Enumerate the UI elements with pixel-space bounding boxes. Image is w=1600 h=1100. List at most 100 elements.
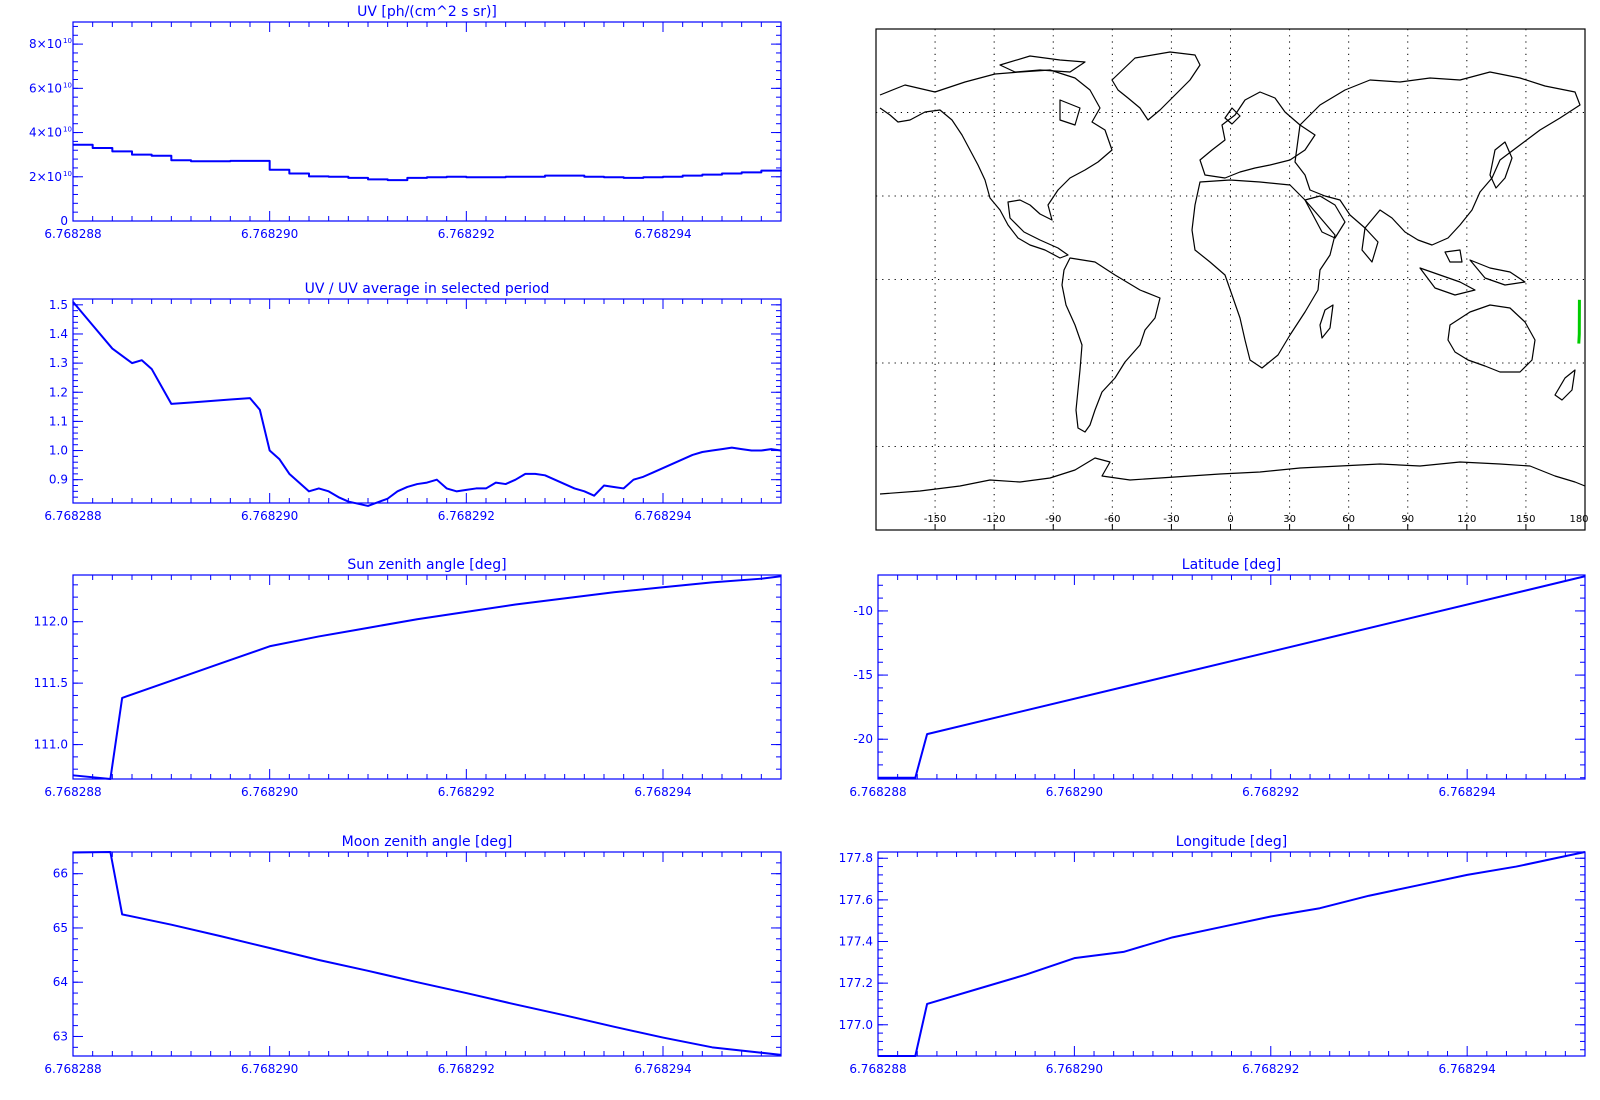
series-line [72, 575, 782, 780]
y-tick-exponent: 10 [63, 170, 72, 178]
asia-coast [1294, 71, 1581, 246]
x-tick-label: 6.768292 [438, 227, 495, 241]
x-tick-label: 6.768288 [44, 509, 101, 523]
y-tick-label: 63 [53, 1029, 68, 1043]
y-tick-label: -10 [853, 604, 873, 618]
x-tick-label: 6.768290 [241, 1062, 298, 1076]
map-grid [876, 29, 1585, 530]
y-tick-label: 111.0 [34, 738, 68, 752]
chart-title: UV / UV average in selected period [305, 281, 550, 297]
chart-title: Sun zenith angle [deg] [347, 557, 506, 573]
plot-frame [877, 574, 1586, 780]
series-line [878, 575, 1586, 779]
y-tick-label: 177.0 [839, 1018, 873, 1032]
y-tick-label: 4×10 [29, 126, 62, 140]
x-tick-label: 6.768288 [849, 785, 906, 799]
map-coastlines [879, 51, 1586, 495]
chart-panel-2: UV / UV average in selected period 6.7682… [44, 281, 782, 523]
lon-tick-label: -120 [983, 514, 1006, 525]
y-tick-label: 1.3 [49, 356, 68, 370]
y-tick-label: 66 [53, 867, 68, 881]
x-tick-label: 6.768290 [241, 227, 298, 241]
x-tick-label: 6.768290 [241, 785, 298, 799]
y-tick-label: -15 [853, 668, 873, 682]
arctic-islands-coast [999, 55, 1086, 126]
y-tick-label: 1.5 [49, 298, 68, 312]
australia-coast [1447, 304, 1536, 373]
y-tick-label: 177.2 [839, 976, 873, 990]
chart-panel-6: Longitude [deg] 6.768288 6.768290 6.768292 6… [839, 834, 1586, 1076]
series-line [72, 301, 782, 507]
x-tick-label: 6.768294 [634, 509, 691, 523]
x-tick-label: 6.768294 [634, 227, 691, 241]
lon-tick-label: 120 [1457, 514, 1476, 525]
europe-coast [1199, 91, 1316, 179]
x-tick-label: 6.768292 [1242, 1062, 1299, 1076]
chart-title: Longitude [deg] [1176, 834, 1287, 850]
y-tick-exponent: 10 [63, 126, 72, 134]
y-tick-label: 64 [53, 975, 68, 989]
plot-frame [877, 851, 1586, 1057]
africa-coast [1191, 179, 1336, 369]
chart-panel-1: UV [ph/(cm^2 s sr)] 6.768288 6.768290 6.768… [29, 4, 782, 241]
plot-frame [72, 851, 782, 1057]
y-tick-label: 1.2 [49, 385, 68, 399]
x-tick-label: 6.768288 [44, 1062, 101, 1076]
chart-title: Moon zenith angle [deg] [342, 834, 513, 850]
greenland-coast [1111, 51, 1201, 121]
lon-tick-label: 150 [1516, 514, 1535, 525]
madagascar-coast [1319, 304, 1334, 339]
x-tick-label: 6.768290 [241, 509, 298, 523]
y-tick-label: 65 [53, 921, 68, 935]
lon-tick-label: -60 [1104, 514, 1120, 525]
y-tick-label: 1.1 [49, 414, 68, 428]
x-tick-label: 6.768288 [849, 1062, 906, 1076]
y-tick-label: 2×10 [29, 170, 62, 184]
y-tick-label: 1.0 [49, 444, 68, 458]
y-tick-label: 8×10 [29, 37, 62, 51]
world-map: -150 -120 -90 -60 -30 0 30 60 90 120 150 180 [875, 28, 1589, 531]
arabia-india-coast [1304, 195, 1379, 263]
plot-frame [72, 21, 782, 222]
y-tick-label: 6×10 [29, 81, 62, 95]
lon-tick-label: -30 [1163, 514, 1179, 525]
y-tick-label: -20 [853, 732, 873, 746]
x-tick-label: 6.768290 [1046, 785, 1103, 799]
x-tick-label: 6.768288 [44, 785, 101, 799]
y-tick-exponent: 10 [63, 81, 72, 89]
x-tick-label: 6.768292 [438, 1062, 495, 1076]
y-tick-label: 111.5 [34, 676, 68, 690]
series-line [72, 851, 782, 1056]
x-tick-label: 6.768294 [1439, 785, 1496, 799]
lon-tick-label: 30 [1283, 514, 1296, 525]
x-tick-label: 6.768292 [438, 509, 495, 523]
chart-panel-3: Sun zenith angle [deg] 6.768288 6.768290 6.… [34, 557, 782, 799]
indonesia-coast [1419, 249, 1526, 296]
chart-title: UV [ph/(cm^2 s sr)] [357, 4, 497, 20]
y-tick-label: 177.4 [839, 935, 873, 949]
north-america-coast [879, 69, 1113, 259]
series-line [878, 851, 1586, 1057]
lon-tick-label: 180 [1569, 514, 1588, 525]
panels: UV [ph/(cm^2 s sr)] 6.768288 6.768290 6.768… [29, 4, 1586, 1076]
satellite-track [1577, 299, 1581, 344]
new-zealand-coast [1554, 369, 1576, 401]
track-line [1577, 299, 1581, 344]
chart-panel-4: Latitude [deg] 6.768288 6.768290 6.768292 6.… [849, 557, 1586, 799]
series-line [73, 143, 782, 182]
x-tick-label: 6.768294 [634, 785, 691, 799]
lon-tick-label: 90 [1401, 514, 1414, 525]
lon-tick-label: 60 [1342, 514, 1355, 525]
x-tick-label: 6.768294 [1439, 1062, 1496, 1076]
longitude-tick-labels: -150 -120 -90 -60 -30 0 30 60 90 120 150 180 [924, 514, 1589, 530]
south-america-coast [1061, 257, 1161, 433]
chart-title: Latitude [deg] [1182, 557, 1281, 573]
japan-coast [1489, 141, 1513, 189]
x-tick-label: 6.768292 [438, 785, 495, 799]
y-tick-label: 112.0 [34, 615, 68, 629]
chart-panel-5: Moon zenith angle [deg] 6.768288 6.768290 6… [44, 834, 782, 1076]
x-tick-label: 6.768288 [44, 227, 101, 241]
lon-tick-label: -150 [924, 514, 947, 525]
lon-tick-label: 0 [1227, 514, 1233, 525]
